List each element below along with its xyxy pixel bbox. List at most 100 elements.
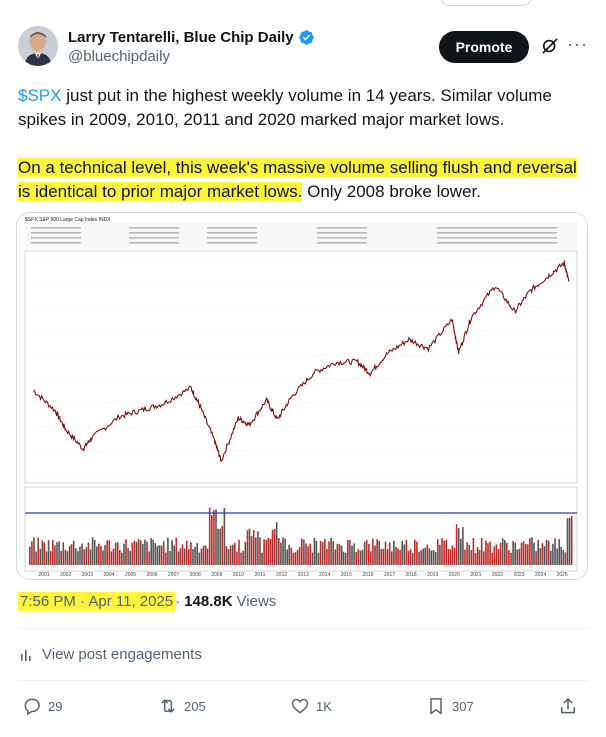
tweet-paragraph-2: On a technical level, this week's massiv…	[18, 158, 577, 201]
volume-bar	[497, 549, 500, 565]
volume-bar	[518, 548, 521, 565]
volume-bar	[527, 544, 529, 565]
volume-bar	[315, 540, 318, 565]
year-label: 2016	[362, 572, 373, 578]
volume-bar	[142, 543, 144, 565]
volume-bar	[347, 540, 349, 565]
grok-icon[interactable]	[540, 36, 560, 56]
volume-bar	[560, 546, 562, 565]
year-label: 2018	[406, 572, 417, 578]
volume-bar	[508, 550, 510, 565]
more-icon[interactable]: ···	[567, 34, 588, 54]
cashtag-link[interactable]: $SPX	[18, 86, 62, 105]
volume-bar	[160, 545, 163, 565]
stock-chart: $SPX S&P 500 Large Cap Index INDX 2001 20…	[17, 213, 587, 579]
stat-line	[31, 232, 81, 234]
stat-line	[317, 227, 367, 229]
volume-bar	[252, 530, 255, 565]
volume-bar	[405, 539, 408, 565]
volume-bar	[401, 540, 403, 565]
volume-bar	[181, 544, 184, 565]
bookmark-button[interactable]: 307	[426, 694, 474, 718]
promote-button[interactable]: Promote	[439, 31, 529, 63]
volume-bar	[133, 540, 136, 565]
volume-bar	[568, 517, 571, 565]
year-label: 2013	[298, 572, 309, 578]
author-display-name[interactable]: Larry Tentarelli, Blue Chip Daily	[68, 29, 315, 46]
volume-bar	[100, 546, 102, 565]
chart-image[interactable]: $SPX S&P 500 Large Cap Index INDX 2001 20…	[16, 212, 588, 580]
volume-bar	[108, 540, 111, 565]
volume-bar	[56, 542, 58, 565]
view-engagements-link[interactable]: View post engagements	[20, 646, 202, 663]
x-axis-year-labels: 2001 2002 2003 2004 2005 2006 2007 2008 2009 2010…	[39, 572, 568, 578]
volume-bar	[112, 548, 115, 565]
volume-bar	[372, 538, 374, 565]
reply-button[interactable]: 29	[22, 694, 62, 718]
volume-bar	[173, 545, 175, 565]
volume-bar	[470, 550, 473, 565]
stat-line	[437, 242, 557, 244]
volume-bar	[150, 538, 152, 565]
volume-bar	[194, 547, 196, 565]
volume-bar	[206, 548, 209, 565]
volume-bar	[303, 539, 305, 565]
year-label: 2008	[190, 572, 201, 578]
volume-bar	[75, 548, 77, 565]
volume-bar	[472, 538, 475, 565]
reply-icon	[24, 698, 40, 716]
volume-bar	[85, 547, 88, 565]
volume-bar	[504, 540, 506, 565]
volume-bar	[309, 543, 311, 565]
volume-bar	[397, 548, 399, 565]
volume-bar	[305, 543, 307, 565]
avatar[interactable]	[18, 26, 58, 66]
share-button[interactable]	[558, 694, 578, 718]
volume-bar	[451, 545, 454, 565]
volume-bar	[225, 546, 228, 565]
volume-panel	[24, 486, 578, 572]
volume-bar	[135, 541, 138, 565]
volume-bar	[129, 550, 131, 565]
volume-bar	[441, 538, 443, 565]
volume-bar	[282, 537, 284, 565]
volume-bar	[533, 542, 535, 565]
volume-bar	[464, 549, 466, 565]
stat-line	[437, 232, 557, 234]
volume-bar	[552, 543, 554, 565]
volume-bar	[144, 539, 146, 565]
volume-bar	[506, 542, 508, 565]
author-handle[interactable]: @bluechipdaily	[68, 48, 170, 65]
volume-bar	[188, 549, 190, 565]
stats-text-placeholders	[31, 227, 557, 244]
volume-bar	[439, 544, 441, 565]
volume-bar	[121, 552, 123, 565]
volume-bar	[83, 549, 85, 565]
volume-bar	[510, 552, 512, 565]
view-engagements-label[interactable]: View post engagements	[42, 646, 202, 663]
volume-bar	[156, 545, 159, 565]
volume-bar	[550, 550, 552, 565]
volume-bar	[234, 542, 236, 565]
analytics-icon	[21, 649, 31, 661]
volume-bar	[269, 538, 272, 565]
price-panel	[24, 250, 578, 484]
verified-badge-icon	[298, 30, 314, 45]
repost-button[interactable]: 205	[158, 694, 206, 718]
like-button[interactable]: 1K	[290, 694, 332, 718]
volume-bar	[54, 545, 56, 565]
volume-bar	[261, 552, 263, 565]
volume-bar	[47, 540, 50, 565]
volume-bar	[70, 544, 73, 565]
chart-background	[17, 213, 587, 579]
post-timestamp[interactable]: 7:56 PM · Apr 11, 2025	[18, 592, 176, 611]
volume-bar	[395, 546, 397, 565]
meta-separator: ·	[175, 593, 181, 610]
volume-bar	[114, 542, 117, 565]
volume-bar	[328, 541, 330, 565]
volume-bar	[355, 552, 357, 565]
heart-icon	[291, 698, 309, 714]
volume-bar	[213, 510, 215, 565]
volume-bar	[292, 552, 295, 565]
stat-line	[31, 237, 81, 239]
